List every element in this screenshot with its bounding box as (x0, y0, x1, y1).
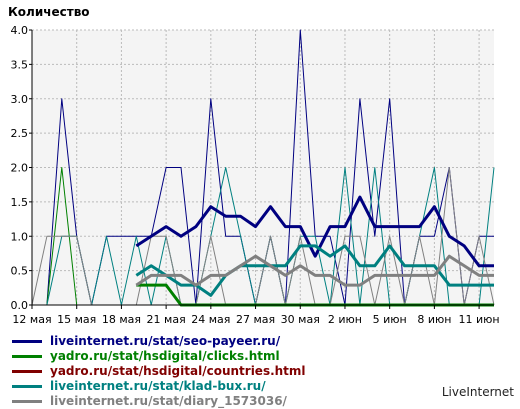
y-axis-label: Количество (8, 5, 90, 19)
legend-swatch (12, 340, 42, 343)
liveinternet-credit: LiveInternet (441, 385, 514, 399)
legend-swatch (12, 370, 42, 373)
x-tick-label: 30 мая (281, 313, 320, 326)
x-tick-label: 24 мая (191, 313, 230, 326)
x-tick-label: 15 мая (57, 313, 96, 326)
legend-swatch (12, 355, 42, 358)
x-tick-label: 12 мая (12, 313, 51, 326)
x-tick-label: 18 мая (102, 313, 141, 326)
legend-swatch (12, 400, 42, 403)
line-chart: 0.0 0.5 1.0 1.5 2.0 2.5 3.0 3.5 4.0 12 мая 15 мая 1… (8, 5, 500, 326)
legend-label: liveinternet.ru/stat/diary_1573036/ (50, 394, 287, 408)
y-tick-label: 0.0 (11, 299, 29, 312)
grid (32, 29, 494, 305)
legend-swatch (12, 385, 42, 388)
legend-label: yadro.ru/stat/hsdigital/countries.html (50, 364, 306, 378)
x-tick-label: 11 июн (459, 313, 500, 326)
x-tick-label: 27 мая (236, 313, 275, 326)
y-tick-label: 0.5 (11, 265, 29, 278)
series-average-line (135, 254, 494, 287)
y-tick-label: 2.0 (11, 162, 29, 175)
y-tick-label: 3.0 (11, 93, 29, 106)
legend-label: liveinternet.ru/stat/seo-payeer.ru/ (50, 334, 281, 348)
y-tick-label: 3.5 (11, 58, 29, 71)
legend-label: liveinternet.ru/stat/klad-bux.ru/ (50, 379, 266, 393)
axes: 0.0 0.5 1.0 1.5 2.0 2.5 3.0 3.5 4.0 12 мая 15 мая 1… (11, 24, 500, 326)
y-tick-label: 2.5 (11, 127, 29, 140)
x-tick-label: 2 июн (328, 313, 362, 326)
legend-label: yadro.ru/stat/hsdigital/clicks.html (50, 349, 280, 363)
y-tick-label: 4.0 (11, 24, 29, 37)
y-tick-label: 1.0 (11, 230, 29, 243)
x-tick-label: 8 июн (417, 313, 451, 326)
x-tick-label: 5 июн (373, 313, 407, 326)
x-tick-label: 21 мая (147, 313, 186, 326)
y-tick-label: 1.5 (11, 196, 29, 209)
series-average-line (135, 195, 494, 268)
